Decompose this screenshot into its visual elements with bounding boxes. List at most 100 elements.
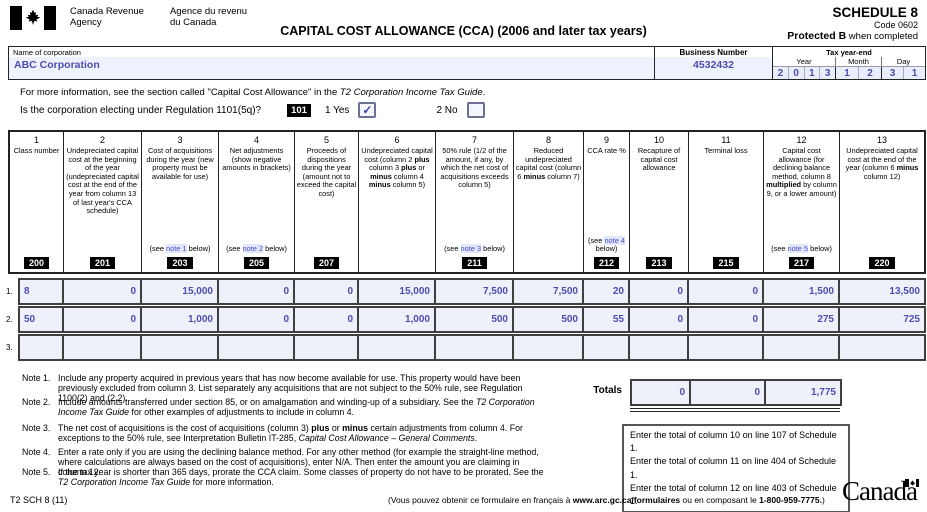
column-number: 12 xyxy=(796,135,807,145)
cca-cell-row2-col5[interactable]: 0 xyxy=(295,308,359,331)
year-digit-field[interactable]: 0 xyxy=(787,67,804,79)
cca-cell-row1-col1[interactable]: 8 xyxy=(20,280,64,303)
column-header-6: 6 Undepreciated capital cost (column 2 pl… xyxy=(359,132,436,272)
note-text: The net cost of acquisitions is the cost… xyxy=(58,423,523,444)
total-cell-col10[interactable]: 0 xyxy=(630,379,691,406)
day-digit-field[interactable]: 1 xyxy=(903,67,925,79)
row-number-label: 3. xyxy=(6,343,13,352)
column-note-reference: (see note 3 below) xyxy=(444,244,505,254)
cca-cell-row2-col3[interactable]: 1,000 xyxy=(142,308,219,331)
cca-cell-row2-col11[interactable]: 0 xyxy=(689,308,764,331)
cca-cell-row1-col12[interactable]: 1,500 xyxy=(764,280,840,303)
cca-cell-row3-col12[interactable] xyxy=(764,336,840,359)
column-header-9: 9 CCA rate % (see note 4 below) 212 xyxy=(584,132,630,272)
cca-cell-row1-col2[interactable]: 0 xyxy=(64,280,142,303)
cca-cell-row2-col13[interactable]: 725 xyxy=(903,314,920,325)
note-link[interactable]: note 4 xyxy=(604,235,625,245)
column-title: CCA rate % xyxy=(587,146,626,155)
note-label: Note 5. xyxy=(22,467,51,477)
note-item-4: Note 4. Enter a rate only if you are usin… xyxy=(22,447,562,478)
total-cell-col11[interactable]: 0 xyxy=(689,379,766,406)
business-number-field[interactable]: 4532432 xyxy=(655,57,772,79)
column-title: Reduced undepreciated capital cost (colu… xyxy=(515,146,582,181)
cca-cell-row3-col2[interactable] xyxy=(64,336,142,359)
cca-cell-row3-col4[interactable] xyxy=(219,336,295,359)
total-cell-col12[interactable]: 1,775 xyxy=(764,379,842,406)
note-link[interactable]: note 3 xyxy=(460,244,482,254)
tax-year-sublabels: Year Month Day xyxy=(773,57,925,66)
masthead: Canada Revenue Agency Agence du revenu d… xyxy=(10,6,273,30)
cca-cell-row3-col7[interactable] xyxy=(436,336,514,359)
column-note-reference: (see note 5 below) xyxy=(771,244,832,254)
field-code-215: 215 xyxy=(713,257,739,269)
column-number: 3 xyxy=(177,135,183,145)
field-code-220: 220 xyxy=(869,257,895,269)
field-code-201: 201 xyxy=(89,257,116,269)
year-digit-field[interactable]: 2 xyxy=(777,67,784,79)
column-note-reference: (see note 4 below) xyxy=(588,235,625,254)
field-code-213: 213 xyxy=(646,257,672,269)
cca-cell-row3-col5[interactable] xyxy=(295,336,359,359)
cca-cell-row3-col13[interactable] xyxy=(840,336,924,359)
cca-cell-row3-col9[interactable] xyxy=(584,336,630,359)
column-header-7: 7 50% rule (1/2 of the amount, if any, by… xyxy=(436,132,514,272)
identification-bar: Name of corporation ABC Corporation Busi… xyxy=(8,46,926,80)
column-header-13: 13 Undepreciated capital cost at the end … xyxy=(840,132,924,272)
cca-cell-row1-col5[interactable]: 0 xyxy=(295,280,359,303)
day-digit-field[interactable]: 3 xyxy=(889,67,896,79)
field-code-212: 212 xyxy=(593,257,620,269)
cca-cell-row1-col6[interactable]: 15,000 xyxy=(359,280,436,303)
cca-cell-row2-col12[interactable]: 275 xyxy=(764,308,840,331)
note-link[interactable]: note 5 xyxy=(787,244,809,254)
cca-cell-row1-col4[interactable]: 0 xyxy=(219,280,295,303)
cca-cell-row2-col7[interactable]: 500 xyxy=(436,308,514,331)
cca-cell-row1-col8[interactable]: 7,500 xyxy=(514,280,584,303)
schedule1-instruction-1: Enter the total of column 10 on line 107… xyxy=(630,430,837,454)
page-title: CAPITAL COST ALLOWANCE (CCA) (2006 and l… xyxy=(280,24,647,38)
cca-cell-row2-col10[interactable]: 0 xyxy=(630,308,689,331)
column-title: 50% rule (1/2 of the amount, if any, by … xyxy=(440,146,509,190)
year-digit-field[interactable]: 1 xyxy=(803,67,820,79)
cca-cell-row3-col1[interactable] xyxy=(20,336,64,359)
corporation-name-label: Name of corporation xyxy=(13,48,81,57)
year-digit-field[interactable]: 3 xyxy=(819,67,835,79)
cca-cell-row3-col8[interactable] xyxy=(514,336,584,359)
cca-cell-row2-col4[interactable]: 0 xyxy=(219,308,295,331)
cca-cell-row2-col8[interactable]: 500 xyxy=(514,308,584,331)
cca-cell-row2-col6[interactable]: 1,000 xyxy=(359,308,436,331)
note-label: Note 1. xyxy=(22,373,51,383)
column-title: Net adjustments (show negative amounts i… xyxy=(222,146,291,173)
canada-flag-icon xyxy=(10,6,56,30)
cca-cell-row2-col1[interactable]: 50 xyxy=(20,308,64,331)
business-number-label: Business Number xyxy=(679,48,748,57)
cca-cell-row1-col7[interactable]: 7,500 xyxy=(436,280,514,303)
cca-cell-row3-col10[interactable] xyxy=(630,336,689,359)
cca-cell-row3-col6[interactable] xyxy=(359,336,436,359)
corporation-name-field[interactable]: ABC Corporation xyxy=(9,57,654,79)
column-number: 1 xyxy=(33,135,39,145)
cca-cell-row1-col11[interactable]: 0 xyxy=(689,280,764,303)
note-link[interactable]: note 1 xyxy=(166,244,187,254)
cca-cell-row1-col3[interactable]: 15,000 xyxy=(142,280,219,303)
cca-cell-row2-col9[interactable]: 55 xyxy=(584,308,630,331)
column-number: 4 xyxy=(253,135,259,145)
month-digit-field[interactable]: 2 xyxy=(858,67,881,79)
cca-cell-row3-col3[interactable] xyxy=(142,336,219,359)
no-checkbox[interactable] xyxy=(466,102,485,118)
month-digit-field[interactable]: 1 xyxy=(844,67,850,79)
day-label: Day xyxy=(881,57,925,66)
cca-cell-row2-col2[interactable]: 0 xyxy=(64,308,142,331)
column-title: Proceeds of dispositions during the year… xyxy=(296,146,357,198)
cca-cell-row1-col13[interactable]: 13,500 xyxy=(889,286,920,297)
cca-cell-row3-col11[interactable] xyxy=(689,336,764,359)
month-label: Month xyxy=(835,57,881,66)
yes-checkbox[interactable]: ✓ xyxy=(358,102,377,118)
note-item-2: Note 2. Include amounts transferred under… xyxy=(22,397,562,417)
cca-cell-row1-col10[interactable]: 0 xyxy=(630,280,689,303)
cca-table-row xyxy=(18,334,926,361)
column-header-11: 11 Terminal loss 215 xyxy=(689,132,764,272)
business-number-box: Business Number 4532432 xyxy=(655,47,773,79)
note-link[interactable]: note 2 xyxy=(242,244,264,254)
cca-cell-row1-col9[interactable]: 20 xyxy=(584,280,630,303)
